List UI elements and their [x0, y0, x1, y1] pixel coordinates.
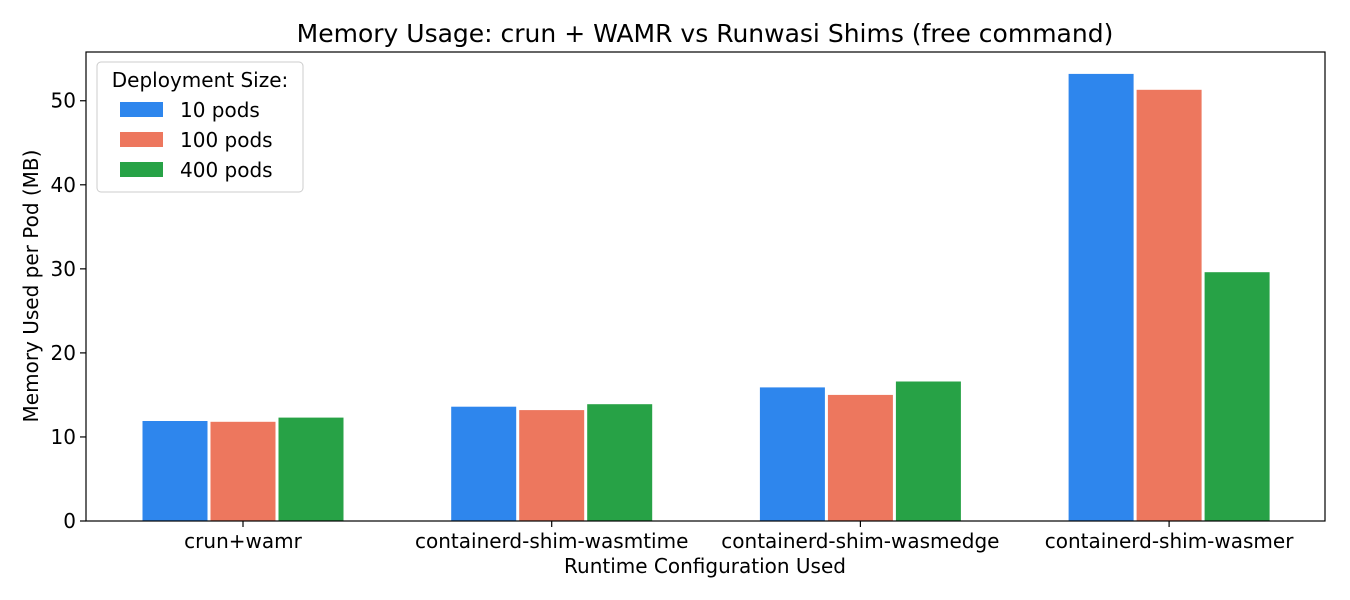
- y-tick-label: 0: [63, 509, 76, 533]
- x-tick-label: containerd-shim-wasmtime: [415, 529, 688, 553]
- bar-10-pods-1: [143, 421, 208, 521]
- bar-400-pods-3: [896, 382, 961, 522]
- x-tick-label: crun+wamr: [184, 529, 302, 553]
- y-axis-ticks: 0 10 20 30 40 50: [51, 89, 86, 533]
- y-tick-label: 30: [51, 257, 76, 281]
- legend-title: Deployment Size:: [112, 68, 288, 92]
- bar-10-pods-3: [760, 387, 825, 521]
- x-tick-label: containerd-shim-wasmer: [1045, 529, 1294, 553]
- bar-100-pods-2: [519, 410, 584, 521]
- legend-label-10-pods: 10 pods: [180, 98, 260, 122]
- bar-10-pods-2: [451, 407, 516, 521]
- legend-swatch-400-pods: [120, 162, 163, 177]
- legend-label-100-pods: 100 pods: [180, 128, 273, 152]
- y-tick-label: 10: [51, 425, 76, 449]
- legend-swatch-10-pods: [120, 102, 163, 117]
- x-tick-label: containerd-shim-wasmedge: [721, 529, 999, 553]
- bar-400-pods-2: [587, 404, 652, 521]
- chart-title: Memory Usage: crun + WAMR vs Runwasi Shi…: [297, 19, 1114, 48]
- bar-10-pods-4: [1069, 74, 1134, 521]
- x-axis-label: Runtime Configuration Used: [564, 554, 846, 578]
- bar-400-pods-1: [279, 418, 344, 521]
- bar-100-pods-1: [211, 422, 276, 521]
- x-axis-ticks: crun+wamr containerd-shim-wasmtime contain…: [184, 521, 1294, 553]
- bars-layer: [143, 74, 1270, 521]
- y-tick-label: 40: [51, 173, 76, 197]
- bar-100-pods-3: [828, 395, 893, 521]
- y-tick-label: 20: [51, 341, 76, 365]
- legend-label-400-pods: 400 pods: [180, 158, 273, 182]
- legend-swatch-100-pods: [120, 132, 163, 147]
- bar-400-pods-4: [1205, 272, 1270, 521]
- bar-100-pods-4: [1137, 90, 1202, 521]
- y-tick-label: 50: [51, 89, 76, 113]
- legend: Deployment Size: 10 pods 100 pods 400 pods: [97, 62, 303, 192]
- y-axis-label: Memory Used per Pod (MB): [19, 150, 43, 423]
